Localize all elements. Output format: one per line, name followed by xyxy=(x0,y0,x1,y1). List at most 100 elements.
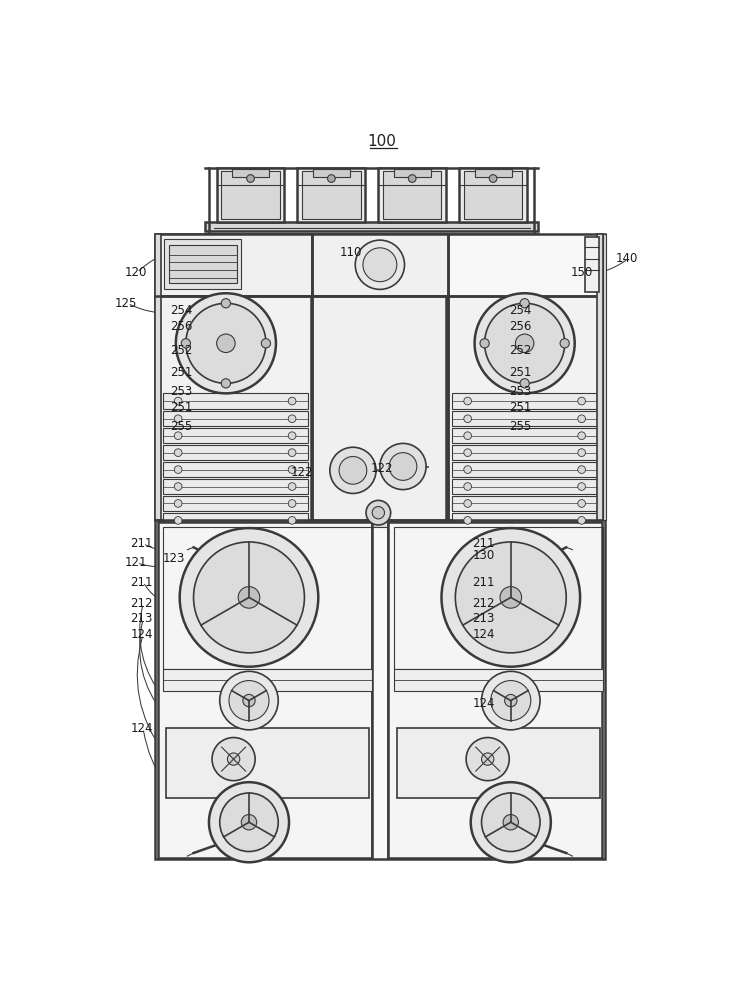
Circle shape xyxy=(174,500,182,507)
Bar xyxy=(313,169,350,177)
Circle shape xyxy=(186,303,266,383)
Circle shape xyxy=(481,671,540,730)
Text: 211: 211 xyxy=(472,537,495,550)
Bar xyxy=(158,296,311,520)
Text: 253: 253 xyxy=(171,385,193,398)
Bar xyxy=(452,445,597,460)
Text: 124: 124 xyxy=(472,628,495,641)
Text: 124: 124 xyxy=(130,722,153,735)
Circle shape xyxy=(247,175,254,182)
Bar xyxy=(452,462,597,477)
Circle shape xyxy=(442,528,580,667)
Circle shape xyxy=(227,753,240,765)
Bar xyxy=(158,522,372,858)
Circle shape xyxy=(578,397,586,405)
Bar xyxy=(155,234,605,859)
Circle shape xyxy=(288,466,296,473)
Text: 255: 255 xyxy=(510,420,531,433)
Circle shape xyxy=(288,500,296,507)
Bar xyxy=(585,237,598,292)
Text: 212: 212 xyxy=(472,597,495,610)
Circle shape xyxy=(389,453,417,480)
Circle shape xyxy=(221,379,230,388)
Circle shape xyxy=(520,379,529,388)
Text: 254: 254 xyxy=(171,304,193,317)
Circle shape xyxy=(288,449,296,456)
Bar xyxy=(312,296,446,520)
Circle shape xyxy=(380,443,426,490)
Bar xyxy=(205,222,538,231)
Bar xyxy=(162,411,308,426)
Bar xyxy=(169,245,237,283)
Circle shape xyxy=(464,483,472,490)
Circle shape xyxy=(328,175,335,182)
Bar xyxy=(452,479,597,494)
Circle shape xyxy=(261,339,270,348)
Bar xyxy=(475,169,512,177)
Bar xyxy=(597,234,603,520)
Circle shape xyxy=(578,449,586,456)
Circle shape xyxy=(578,483,586,490)
Bar xyxy=(155,234,161,520)
Bar xyxy=(217,168,285,222)
Circle shape xyxy=(174,466,182,473)
Circle shape xyxy=(578,500,586,507)
Bar xyxy=(165,239,241,289)
Bar xyxy=(452,496,597,511)
Circle shape xyxy=(578,415,586,423)
Circle shape xyxy=(238,587,260,608)
Circle shape xyxy=(330,447,376,493)
Circle shape xyxy=(229,681,269,721)
Circle shape xyxy=(372,507,384,519)
Bar xyxy=(459,168,527,222)
Circle shape xyxy=(174,517,182,524)
Circle shape xyxy=(288,517,296,524)
Circle shape xyxy=(491,681,530,721)
Text: 121: 121 xyxy=(124,556,147,569)
Bar xyxy=(452,428,597,443)
Bar xyxy=(162,462,308,477)
Circle shape xyxy=(181,339,191,348)
Circle shape xyxy=(464,500,472,507)
Bar xyxy=(221,171,280,219)
Circle shape xyxy=(455,542,566,653)
Circle shape xyxy=(217,334,235,353)
Bar xyxy=(162,428,308,443)
Circle shape xyxy=(500,587,522,608)
Bar xyxy=(448,296,600,520)
Bar xyxy=(397,728,600,798)
Circle shape xyxy=(288,415,296,423)
Bar xyxy=(158,234,312,296)
Circle shape xyxy=(176,293,276,393)
Circle shape xyxy=(288,432,296,440)
Circle shape xyxy=(241,815,257,830)
Bar xyxy=(452,393,597,409)
Circle shape xyxy=(489,175,497,182)
Circle shape xyxy=(560,339,569,348)
Circle shape xyxy=(464,397,472,405)
Bar xyxy=(162,479,308,494)
Text: 150: 150 xyxy=(571,266,593,279)
Text: 255: 255 xyxy=(171,420,193,433)
Circle shape xyxy=(481,793,540,852)
Text: 110: 110 xyxy=(340,246,362,259)
Circle shape xyxy=(220,793,278,852)
Circle shape xyxy=(480,339,489,348)
Bar xyxy=(394,527,603,669)
Text: 123: 123 xyxy=(162,552,185,565)
Circle shape xyxy=(481,753,494,765)
Bar xyxy=(166,728,369,798)
Bar xyxy=(302,171,361,219)
Bar xyxy=(452,513,597,528)
Circle shape xyxy=(471,782,551,862)
Bar xyxy=(603,234,606,520)
Bar xyxy=(162,513,308,528)
Circle shape xyxy=(339,456,367,484)
Text: 211: 211 xyxy=(130,576,153,588)
Circle shape xyxy=(464,415,472,423)
Bar xyxy=(378,168,446,222)
Circle shape xyxy=(475,293,574,393)
Text: 120: 120 xyxy=(124,266,147,279)
Circle shape xyxy=(174,432,182,440)
Circle shape xyxy=(174,449,182,456)
